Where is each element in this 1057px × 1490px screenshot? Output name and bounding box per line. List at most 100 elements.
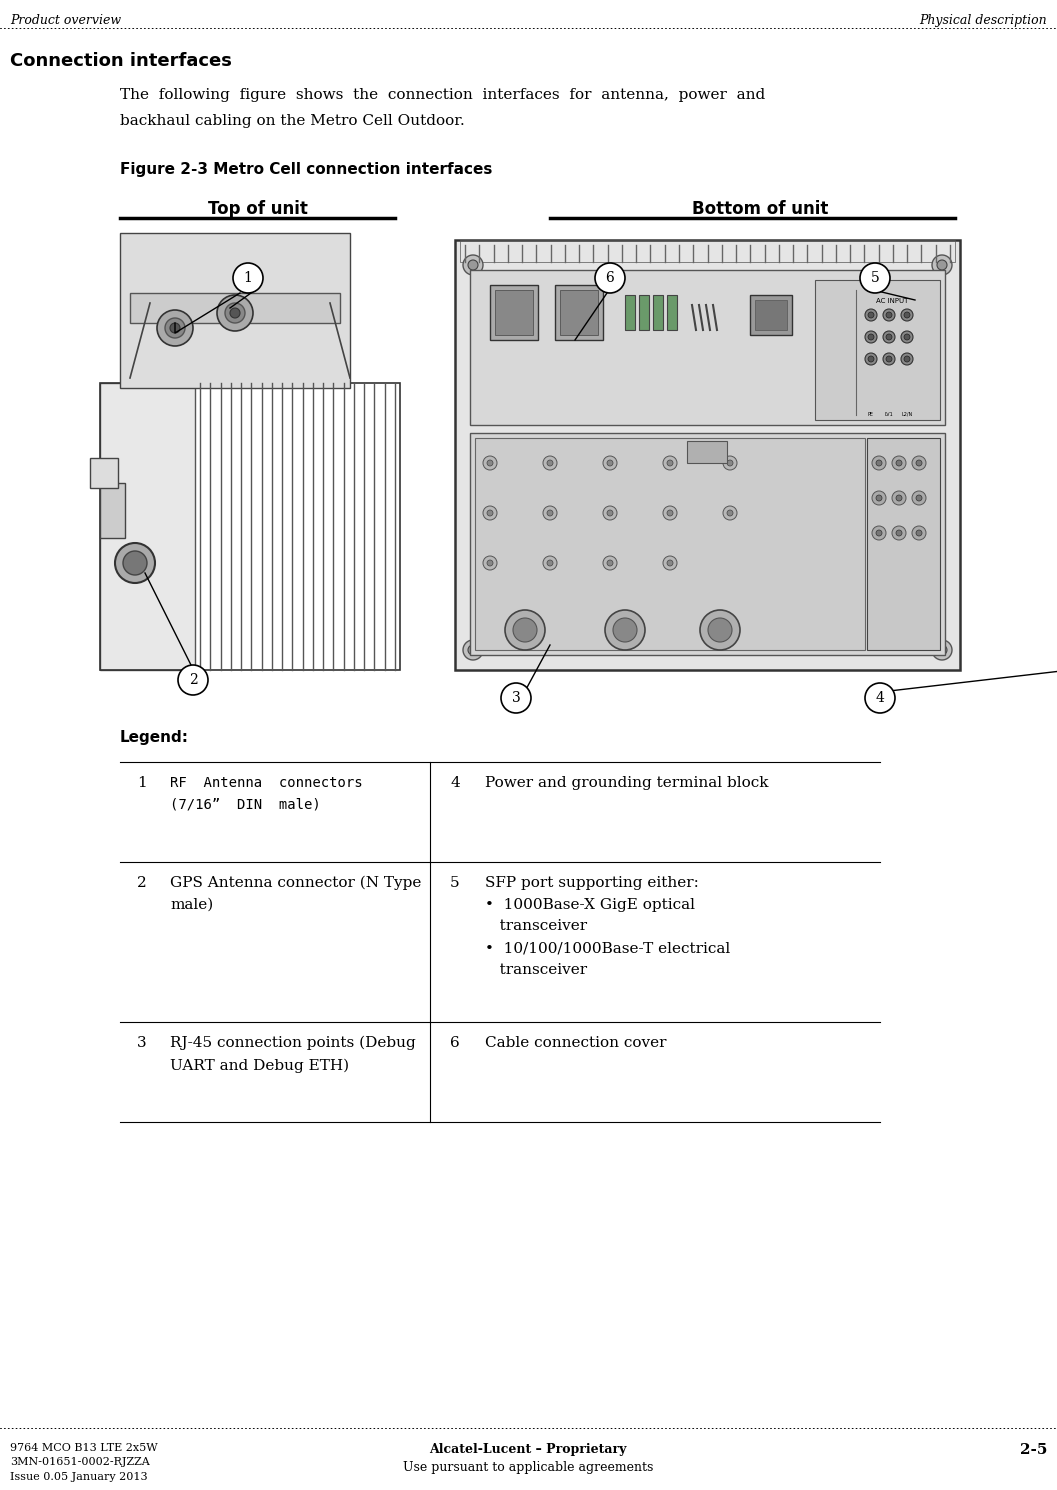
Text: 2: 2: [137, 876, 147, 890]
Circle shape: [543, 507, 557, 520]
Bar: [455, 240, 960, 671]
Circle shape: [860, 264, 890, 294]
Circle shape: [901, 331, 913, 343]
Text: The  following  figure  shows  the  connection  interfaces  for  antenna,  power: The following figure shows the connectio…: [120, 88, 765, 101]
Circle shape: [892, 456, 906, 469]
Circle shape: [904, 356, 910, 362]
Circle shape: [468, 259, 478, 270]
Circle shape: [904, 334, 910, 340]
Circle shape: [868, 311, 874, 317]
Circle shape: [876, 495, 882, 501]
Circle shape: [723, 507, 737, 520]
Circle shape: [896, 530, 902, 536]
Circle shape: [872, 456, 886, 469]
Circle shape: [912, 456, 926, 469]
Circle shape: [602, 556, 617, 571]
Circle shape: [178, 665, 208, 694]
Circle shape: [602, 456, 617, 469]
Circle shape: [932, 255, 952, 276]
Circle shape: [543, 456, 557, 469]
Bar: [100, 483, 125, 538]
Circle shape: [916, 460, 922, 466]
Bar: [490, 285, 538, 340]
Circle shape: [230, 308, 240, 317]
Circle shape: [602, 507, 617, 520]
Circle shape: [667, 510, 673, 516]
Circle shape: [892, 526, 906, 539]
Text: 5: 5: [450, 876, 460, 890]
Bar: [653, 295, 663, 329]
Text: 9764 MCO B13 LTE 2x5W
3MN-01651-0002-RJZZA
Issue 0.05 January 2013: 9764 MCO B13 LTE 2x5W 3MN-01651-0002-RJZ…: [10, 1442, 157, 1481]
Circle shape: [886, 334, 892, 340]
Circle shape: [916, 495, 922, 501]
Bar: [667, 295, 676, 329]
Circle shape: [543, 556, 557, 571]
Circle shape: [595, 264, 625, 294]
Bar: [100, 383, 400, 670]
Text: Alcatel-Lucent – Proprietary: Alcatel-Lucent – Proprietary: [429, 1442, 627, 1456]
Bar: [470, 434, 945, 656]
Bar: [687, 441, 727, 463]
Circle shape: [548, 560, 553, 566]
Text: 6: 6: [606, 271, 614, 285]
Text: SFP port supporting either:
•  1000Base-X GigE optical
   transceiver
•  10/100/: SFP port supporting either: • 1000Base-X…: [485, 876, 730, 977]
Bar: [815, 280, 940, 420]
Circle shape: [868, 356, 874, 362]
Text: GPS Antenna connector (N Type
male): GPS Antenna connector (N Type male): [170, 876, 422, 912]
Circle shape: [883, 308, 895, 320]
Text: Use pursuant to applicable agreements: Use pursuant to applicable agreements: [403, 1462, 653, 1474]
Text: backhaul cabling on the Metro Cell Outdoor.: backhaul cabling on the Metro Cell Outdo…: [120, 115, 465, 128]
Text: 1: 1: [137, 776, 147, 790]
Circle shape: [217, 295, 253, 331]
Circle shape: [912, 492, 926, 505]
Circle shape: [468, 645, 478, 656]
Circle shape: [663, 556, 676, 571]
Text: Top of unit: Top of unit: [208, 200, 308, 218]
Circle shape: [868, 334, 874, 340]
Circle shape: [483, 556, 497, 571]
Text: 3: 3: [512, 691, 520, 705]
Circle shape: [937, 259, 947, 270]
Circle shape: [605, 609, 645, 650]
Circle shape: [883, 353, 895, 365]
Circle shape: [883, 331, 895, 343]
Text: Connection interfaces: Connection interfaces: [10, 52, 231, 70]
Bar: [867, 438, 940, 650]
Text: Legend:: Legend:: [120, 730, 189, 745]
Circle shape: [901, 308, 913, 320]
Bar: [460, 240, 956, 262]
Circle shape: [904, 311, 910, 317]
Bar: [560, 291, 598, 335]
Circle shape: [483, 456, 497, 469]
Circle shape: [700, 609, 740, 650]
Circle shape: [487, 510, 493, 516]
Circle shape: [663, 507, 676, 520]
Circle shape: [886, 311, 892, 317]
Text: RF  Antenna  connectors
(7/16”  DIN  male): RF Antenna connectors (7/16” DIN male): [170, 776, 363, 812]
Circle shape: [463, 255, 483, 276]
Text: L2/N: L2/N: [902, 413, 912, 417]
Circle shape: [123, 551, 147, 575]
Circle shape: [872, 492, 886, 505]
Bar: [755, 299, 787, 329]
Circle shape: [723, 456, 737, 469]
Bar: [130, 294, 340, 323]
Circle shape: [607, 460, 613, 466]
Text: PE: PE: [868, 413, 874, 417]
Circle shape: [607, 510, 613, 516]
Circle shape: [548, 460, 553, 466]
Circle shape: [505, 609, 545, 650]
Circle shape: [487, 560, 493, 566]
Circle shape: [225, 302, 245, 323]
Text: Physical description: Physical description: [920, 13, 1047, 27]
Text: 6: 6: [450, 1036, 460, 1050]
Circle shape: [663, 456, 676, 469]
Bar: [470, 270, 945, 425]
Circle shape: [901, 353, 913, 365]
Text: 2-5: 2-5: [1020, 1442, 1047, 1457]
Text: Product overview: Product overview: [10, 13, 122, 27]
Bar: [750, 295, 792, 335]
Text: 4: 4: [450, 776, 460, 790]
Circle shape: [932, 641, 952, 660]
Circle shape: [865, 353, 877, 365]
